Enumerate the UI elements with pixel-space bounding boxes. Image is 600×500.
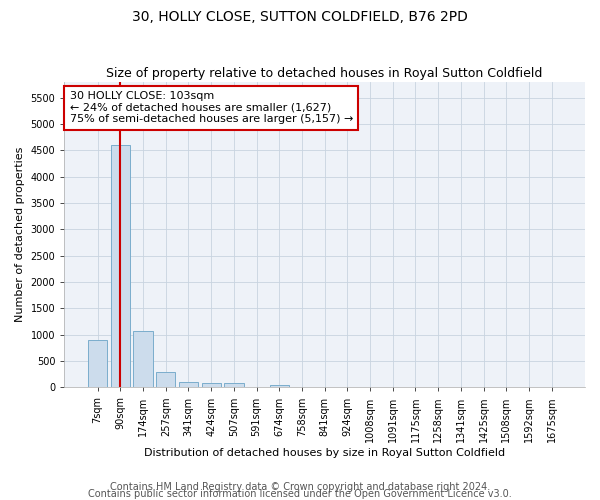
Y-axis label: Number of detached properties: Number of detached properties [15, 147, 25, 322]
Bar [111, 145, 130, 388]
Bar [269, 384, 289, 388]
Bar [224, 384, 244, 388]
Bar [88, 340, 107, 388]
Bar [156, 372, 175, 388]
Bar [179, 382, 198, 388]
X-axis label: Distribution of detached houses by size in Royal Sutton Coldfield: Distribution of detached houses by size … [144, 448, 505, 458]
Text: 30 HOLLY CLOSE: 103sqm
← 24% of detached houses are smaller (1,627)
75% of semi-: 30 HOLLY CLOSE: 103sqm ← 24% of detached… [70, 91, 353, 124]
Bar [133, 330, 153, 388]
Title: Size of property relative to detached houses in Royal Sutton Coldfield: Size of property relative to detached ho… [106, 66, 543, 80]
Text: 30, HOLLY CLOSE, SUTTON COLDFIELD, B76 2PD: 30, HOLLY CLOSE, SUTTON COLDFIELD, B76 2… [132, 10, 468, 24]
Text: Contains HM Land Registry data © Crown copyright and database right 2024.: Contains HM Land Registry data © Crown c… [110, 482, 490, 492]
Text: Contains public sector information licensed under the Open Government Licence v3: Contains public sector information licen… [88, 489, 512, 499]
Bar [202, 382, 221, 388]
